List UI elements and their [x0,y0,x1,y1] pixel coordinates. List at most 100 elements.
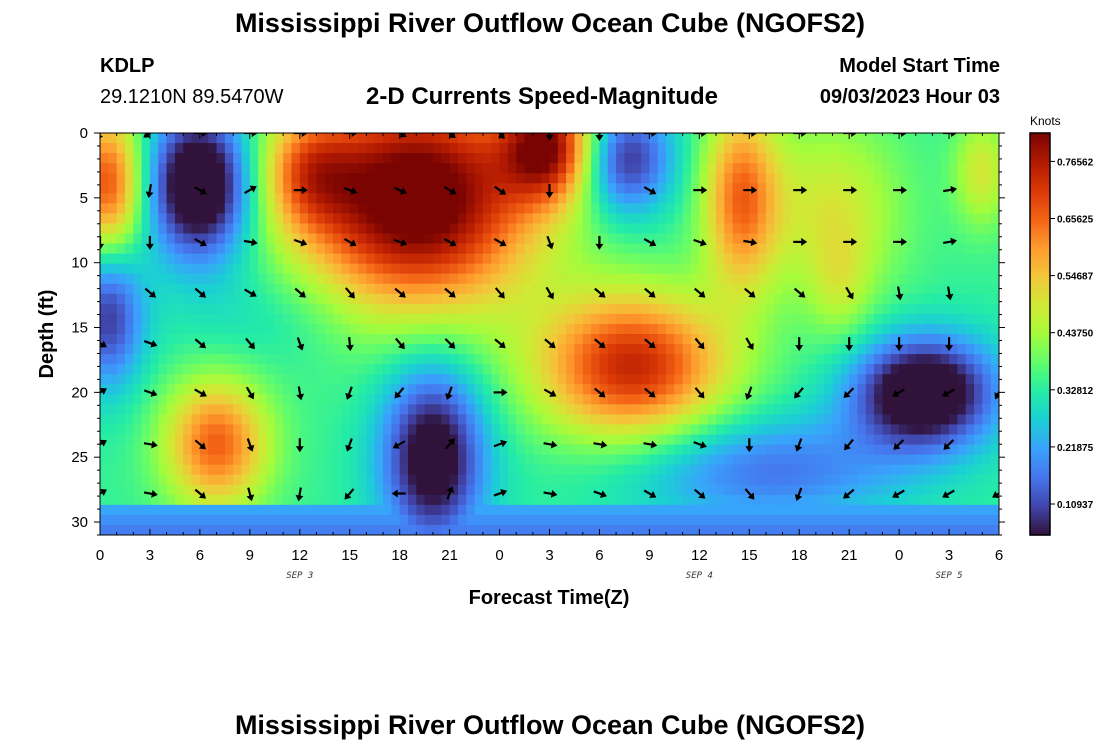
heatmap-cell [183,313,193,325]
heatmap-cell [499,153,509,164]
heatmap-cell [266,273,276,285]
heatmap-cell [965,273,975,285]
heatmap-cell [749,514,759,526]
heatmap-cell [840,303,850,315]
heatmap-cell [432,293,442,305]
heatmap-cell [299,454,309,466]
heatmap-cell [774,173,784,184]
current-vector [194,237,207,247]
heatmap-cell [216,243,226,255]
colorbar-swatch [1030,143,1050,147]
heatmap-cell [133,434,143,446]
heatmap-cell [624,394,634,405]
heatmap-cell [266,494,276,506]
heatmap-cell [566,233,576,245]
heatmap-cell [258,484,268,496]
heatmap-cell [707,514,717,526]
heatmap-cell [516,233,526,245]
heatmap-cell [124,424,134,436]
heatmap-cell [749,344,759,355]
heatmap-cell [990,374,999,385]
heatmap-cell [607,504,617,516]
heatmap-cell [865,183,875,194]
heatmap-cell [507,374,517,385]
heatmap-cell [815,494,825,506]
heatmap-cell [199,223,209,235]
heatmap-cell [199,474,209,486]
x-tick-label: 0 [96,547,104,564]
heatmap-cell [349,193,359,204]
heatmap-cell [599,313,609,325]
heatmap-cell [774,193,784,204]
heatmap-cell [149,464,159,476]
heatmap-cell [566,454,576,466]
heatmap-cell [666,253,675,265]
heatmap-cell [874,484,884,496]
heatmap-cell [857,183,867,194]
heatmap-cell [874,354,884,365]
heatmap-cell [982,434,992,446]
heatmap-cell [491,303,501,315]
heatmap-cell [482,514,492,526]
heatmap-cell [499,514,509,526]
heatmap-cell [516,183,526,194]
vector-head [500,439,508,448]
heatmap-cell [990,514,999,526]
heatmap-cell [790,223,800,235]
heatmap-cell [899,394,909,405]
heatmap-cell [449,334,459,345]
heatmap-cell [624,454,634,466]
heatmap-cell [599,434,609,446]
heatmap-cell [616,424,626,436]
heatmap-cell [482,133,492,144]
heatmap-cell [740,173,750,184]
heatmap-cell [499,223,509,235]
heatmap-cell [899,434,909,446]
heatmap-cell [707,364,717,375]
heatmap-cell [924,193,933,204]
heatmap-cell [333,133,342,144]
heatmap-cell [707,354,717,365]
heatmap-cell [707,524,717,535]
heatmap-cell [691,444,700,456]
heatmap-cell [166,313,176,325]
current-vector [693,488,706,499]
heatmap-cell [591,183,601,194]
heatmap-cell [166,414,176,426]
heatmap-cell [715,233,725,245]
heatmap-cell [949,344,958,355]
heatmap-cell [149,173,159,184]
heatmap-cell [616,193,626,204]
heatmap-cell [124,293,134,305]
heatmap-cell [657,303,667,315]
heatmap-cell [524,273,534,285]
vector-head [143,133,151,138]
heatmap-cell [158,524,168,535]
heatmap-cell [582,323,592,335]
heatmap-cell [100,364,109,375]
current-vector [444,133,456,139]
current-vector [393,186,407,195]
heatmap-cell [383,394,392,405]
heatmap-cell [990,263,999,275]
heatmap-cell [516,454,526,466]
heatmap-cell [407,253,417,265]
x-tick-label: 12 [691,547,708,564]
heatmap-cell [383,283,392,295]
heatmap-cell [516,384,526,395]
heatmap-cell [649,153,659,164]
heatmap-cell [965,364,975,375]
heatmap-cell [790,444,800,456]
heatmap-cell [507,313,517,325]
heatmap-cell [116,434,126,446]
heatmap-cell [199,213,209,225]
heatmap-cell [141,444,151,456]
heatmap-cell [507,223,517,235]
heatmap-cell [457,253,467,265]
heatmap-cell [566,384,576,395]
heatmap-cell [982,404,992,415]
heatmap-cell [249,504,259,516]
heatmap-cell [524,454,534,466]
vector-head [550,489,558,498]
heatmap-cell [774,183,784,194]
